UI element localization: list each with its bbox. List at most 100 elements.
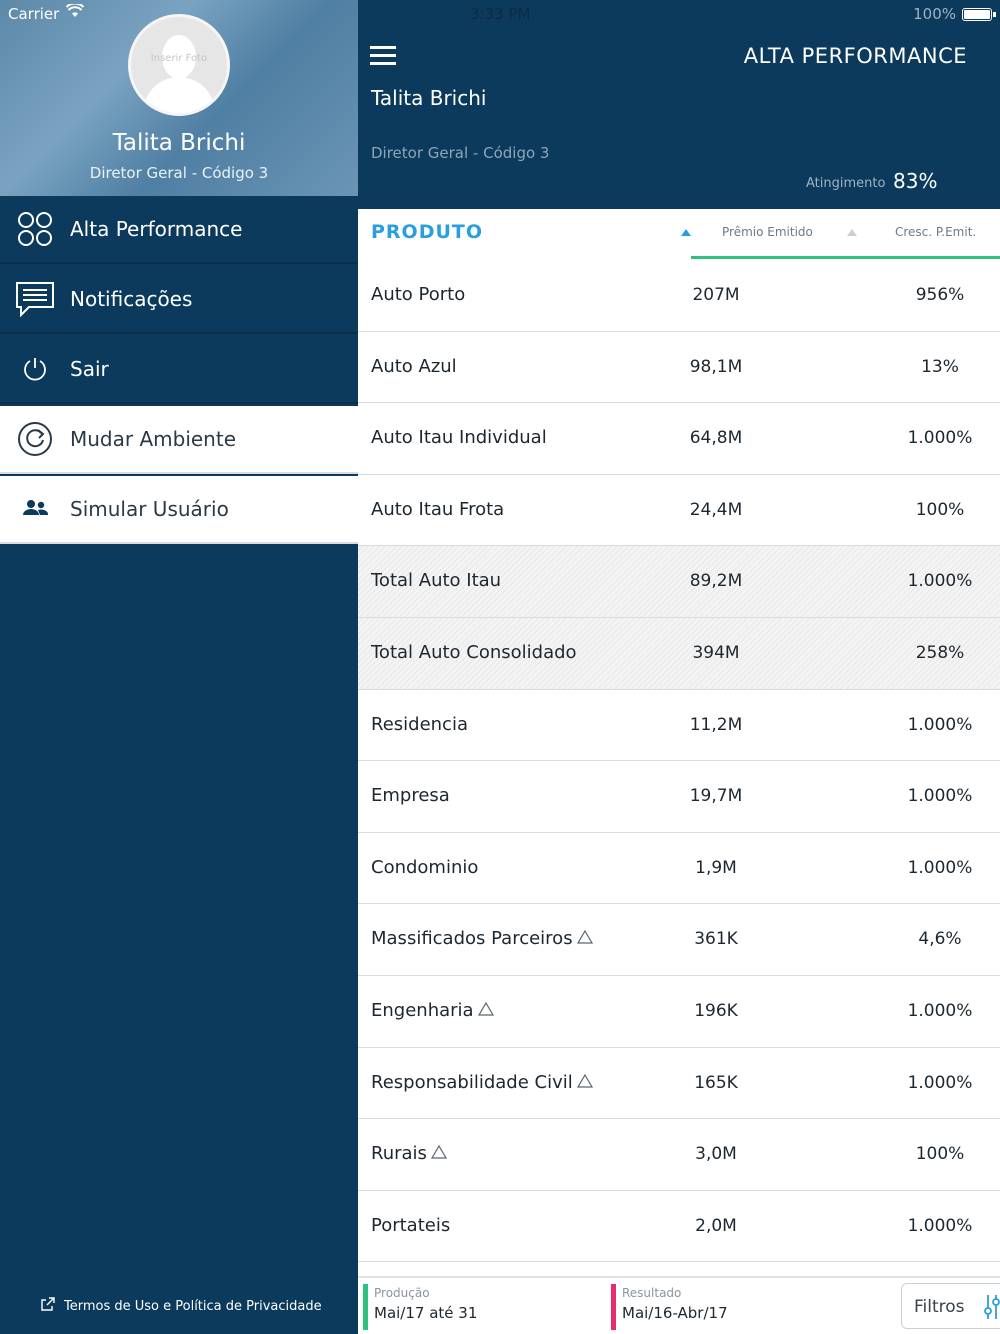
table-body: Auto Porto 207M 956% Auto Azul 98,1M 13% Auto … (358, 260, 1000, 1263)
cell-premio: 64,8M (689, 428, 743, 449)
table-row[interactable]: Auto Azul 98,1M 13% (358, 331, 1000, 404)
column-header-cresc[interactable]: Cresc. P.Emit. (895, 225, 977, 239)
table-row[interactable]: Portateis 2,0M 1.000% (358, 1190, 1000, 1263)
cell-cresc: 1.000% (907, 1215, 973, 1236)
menu-icon[interactable] (370, 46, 396, 66)
produto-text: Condominio (371, 856, 479, 878)
table-row[interactable]: Engenharia 196K 1.000% (358, 975, 1000, 1048)
sidebar-item-label: Sair (70, 357, 109, 381)
cell-produto: Portateis (371, 1215, 450, 1236)
chat-icon (0, 265, 70, 333)
table-row[interactable]: Responsabilidade Civil 165K 1.000% (358, 1047, 1000, 1120)
cell-premio: 361K (694, 929, 738, 950)
produto-text: Rurais (371, 1143, 427, 1165)
battery-icon (962, 8, 996, 21)
cell-premio: 207M (692, 285, 740, 305)
sort-asc-icon[interactable] (681, 229, 691, 236)
table-row[interactable]: Residencia 11,2M 1.000% (358, 689, 1000, 762)
produto-text: Empresa (371, 785, 450, 807)
power-icon (0, 335, 70, 403)
battery-percent: 100% (913, 5, 956, 23)
table-row[interactable]: Condominio 1,9M 1.000% (358, 832, 1000, 905)
cell-cresc: 956% (915, 285, 965, 305)
avatar-head-shape (162, 35, 196, 79)
warning-triangle-icon (576, 1072, 593, 1093)
header-user-role: Diretor Geral - Código 3 (371, 144, 550, 162)
profile-name: Talita Brichi (112, 130, 246, 156)
sidebar-item-alta-performance[interactable]: Alta Performance (0, 196, 358, 264)
cell-cresc: 258% (915, 642, 965, 663)
column-header-premio[interactable]: Prêmio Emitido (722, 225, 813, 239)
cell-cresc: 100% (915, 499, 965, 520)
sliders-icon (984, 1294, 1000, 1324)
cell-produto: Engenharia (371, 1000, 494, 1021)
sidebar-item-label: Simular Usuário (70, 497, 229, 521)
filtros-label: Filtros (914, 1297, 965, 1317)
produto-text: Auto Itau Frota (371, 498, 505, 520)
producao-value: Mai/17 até 31 (374, 1304, 478, 1322)
cell-premio: 89,2M (689, 571, 743, 592)
produto-text: Responsabilidade Civil (371, 1071, 573, 1093)
avatar[interactable]: Inserir Foto (128, 14, 230, 116)
table-row-total[interactable]: Total Auto Consolidado 394M 258% (358, 617, 1000, 690)
terms-link[interactable]: Termos de Uso e Política de Privacidade (40, 1296, 322, 1316)
refresh-icon (0, 405, 70, 473)
main-panel: ALTA PERFORMANCE Talita Brichi Diretor G… (358, 0, 1000, 1334)
cell-produto: Responsabilidade Civil (371, 1072, 593, 1093)
cell-produto: Total Auto Consolidado (371, 642, 577, 663)
cell-premio: 2,0M (695, 1215, 737, 1236)
table-row[interactable]: Auto Itau Frota 24,4M 100% (358, 474, 1000, 547)
producao-period[interactable]: Produção Mai/17 até 31 (363, 1284, 477, 1330)
cell-produto: Condominio (371, 857, 478, 878)
sidebar-item-simular-usuario[interactable]: Simular Usuário (0, 476, 358, 544)
table-row[interactable]: Massificados Parceiros 361K 4,6% (358, 904, 1000, 976)
cell-premio: 394M (692, 642, 740, 663)
produto-text: Auto Porto (371, 284, 466, 305)
cell-cresc: 13% (921, 356, 959, 377)
table-row[interactable]: Rurais 3,0M 100% (358, 1119, 1000, 1191)
cell-cresc: 1.000% (907, 714, 973, 735)
atingimento-label: Atingimento (806, 176, 886, 191)
cell-produto: Empresa (371, 785, 450, 806)
cell-produto: Massificados Parceiros (371, 928, 593, 949)
cell-produto: Auto Porto (371, 284, 465, 305)
cell-premio: 1,9M (695, 857, 737, 878)
cell-produto: Rurais (371, 1143, 447, 1164)
produto-text: Massificados Parceiros (371, 928, 573, 950)
terms-label: Termos de Uso e Política de Privacidade (64, 1298, 322, 1314)
table-row[interactable]: Auto Itau Individual 64,8M 1.000% (358, 403, 1000, 475)
produto-text: Residencia (371, 713, 468, 735)
table-row[interactable]: Empresa 19,7M 1.000% (358, 761, 1000, 833)
table-header: PRODUTO Prêmio Emitido Cresc. P.Emit. (358, 209, 1000, 261)
sort-asc-icon[interactable] (847, 229, 857, 236)
cell-produto: Auto Itau Frota (371, 499, 504, 520)
warning-triangle-icon (477, 1000, 494, 1021)
avatar-placeholder-text: Inserir Foto (150, 53, 208, 64)
producao-label: Produção (374, 1286, 430, 1300)
avatar-body-shape (143, 77, 215, 113)
external-link-icon (40, 1296, 56, 1316)
produto-text: Portateis (371, 1214, 451, 1236)
cell-cresc: 1.000% (907, 857, 973, 878)
users-icon (0, 475, 70, 543)
produto-text: Auto Itau Individual (371, 427, 547, 449)
filtros-button[interactable]: Filtros (901, 1283, 1000, 1329)
active-column-indicator (691, 256, 1000, 259)
produto-text: Auto Azul (371, 355, 457, 377)
resultado-period[interactable]: Resultado Mai/16-Abr/17 (611, 1284, 728, 1330)
profile-card: Inserir Foto Talita Brichi Diretor Geral… (0, 0, 358, 196)
sidebar-item-notificacoes[interactable]: Notificações (0, 266, 358, 334)
carrier-label: Carrier (8, 5, 60, 23)
table-row[interactable]: Auto Porto 207M 956% (358, 260, 1000, 332)
header: ALTA PERFORMANCE Talita Brichi Diretor G… (358, 0, 1000, 209)
table-row-total[interactable]: Total Auto Itau 89,2M 1.000% (358, 546, 1000, 618)
footer: Produção Mai/17 até 31 Resultado Mai/16-… (358, 1276, 1000, 1334)
column-header-produto[interactable]: PRODUTO (371, 221, 484, 243)
grid-circles-icon (0, 195, 70, 263)
cell-premio: 3,0M (695, 1144, 737, 1165)
cell-cresc: 1.000% (907, 571, 973, 592)
cell-premio: 24,4M (689, 499, 743, 520)
sidebar-item-mudar-ambiente[interactable]: Mudar Ambiente (0, 406, 358, 474)
sidebar-item-sair[interactable]: Sair (0, 336, 358, 404)
cell-premio: 19,7M (689, 786, 743, 807)
